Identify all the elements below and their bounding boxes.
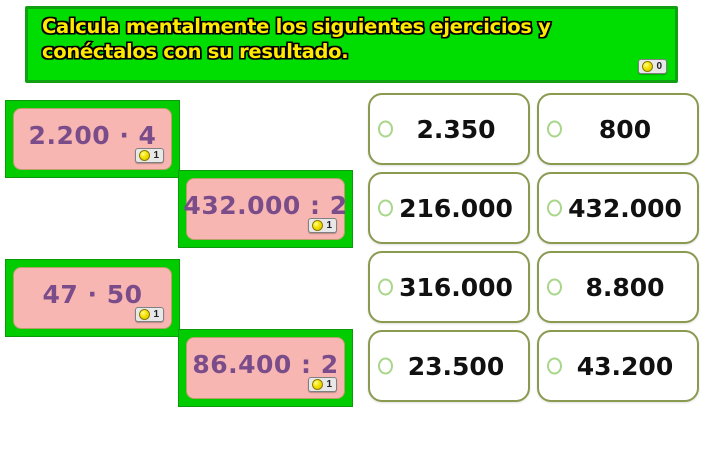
connector-circle-icon[interactable] xyxy=(547,120,562,138)
exercise-card-1-score-badge: 1 xyxy=(135,148,164,163)
connector-circle-icon[interactable] xyxy=(547,357,562,375)
answer-card-3[interactable]: 216.000 xyxy=(368,172,530,244)
exercise-card-3-score-value: 1 xyxy=(153,309,159,320)
answer-card-4-value: 432.000 xyxy=(568,193,682,223)
answer-card-6[interactable]: 8.800 xyxy=(537,251,699,323)
answer-card-6-value: 8.800 xyxy=(585,272,665,302)
answer-card-7[interactable]: 23.500 xyxy=(368,330,530,402)
answer-card-4[interactable]: 432.000 xyxy=(537,172,699,244)
exercise-card-1-score-value: 1 xyxy=(153,150,159,161)
answer-card-2-value: 800 xyxy=(598,114,652,144)
answer-card-3-value: 216.000 xyxy=(399,193,513,223)
answer-card-1[interactable]: 2.350 xyxy=(368,93,530,165)
connector-circle-icon[interactable] xyxy=(378,199,393,217)
exercise-card-2-surface: 432.000 : 2 1 xyxy=(183,178,348,240)
exercise-card-2-expression: 432.000 : 2 xyxy=(183,190,348,220)
answer-card-5[interactable]: 316.000 xyxy=(368,251,530,323)
exercise-card-3-expression: 47 · 50 xyxy=(42,279,143,309)
exercise-card-3-score-badge: 1 xyxy=(135,307,164,322)
exercise-card-2-score-badge: 1 xyxy=(308,218,337,233)
exercise-card-4-surface: 86.400 : 2 1 xyxy=(186,337,345,399)
connector-circle-icon[interactable] xyxy=(378,120,393,138)
exercise-card-2[interactable]: 432.000 : 2 1 xyxy=(178,170,353,248)
instruction-banner: Calcula mentalmente los siguientes ejerc… xyxy=(25,6,678,83)
coin-icon xyxy=(139,309,151,320)
answer-card-5-value: 316.000 xyxy=(399,272,513,302)
coin-icon xyxy=(312,379,324,390)
coin-icon xyxy=(139,150,151,161)
exercise-card-4-score-value: 1 xyxy=(326,379,332,390)
coin-icon xyxy=(642,61,654,72)
header-score-value: 0 xyxy=(656,61,662,72)
answer-card-8-value: 43.200 xyxy=(576,351,674,381)
exercise-card-3-surface: 47 · 50 1 xyxy=(13,267,172,329)
exercise-card-4-score-badge: 1 xyxy=(308,377,337,392)
exercise-card-4-expression: 86.400 : 2 xyxy=(192,349,339,379)
answer-card-8[interactable]: 43.200 xyxy=(537,330,699,402)
connector-circle-icon[interactable] xyxy=(378,357,393,375)
coin-icon xyxy=(312,220,324,231)
connector-circle-icon[interactable] xyxy=(378,278,393,296)
exercise-card-3[interactable]: 47 · 50 1 xyxy=(5,259,180,337)
instruction-text: Calcula mentalmente los siguientes ejerc… xyxy=(41,14,558,65)
exercise-card-4[interactable]: 86.400 : 2 1 xyxy=(178,329,353,407)
exercise-card-1-surface: 2.200 · 4 1 xyxy=(13,108,172,170)
connector-circle-icon[interactable] xyxy=(547,278,562,296)
answer-card-7-value: 23.500 xyxy=(407,351,505,381)
answer-card-2[interactable]: 800 xyxy=(537,93,699,165)
header-score-badge: 0 xyxy=(638,59,667,74)
exercise-card-1[interactable]: 2.200 · 4 1 xyxy=(5,100,180,178)
exercise-card-1-expression: 2.200 · 4 xyxy=(28,120,157,150)
answer-card-1-value: 2.350 xyxy=(416,114,496,144)
exercise-card-2-score-value: 1 xyxy=(326,220,332,231)
connector-circle-icon[interactable] xyxy=(547,199,562,217)
